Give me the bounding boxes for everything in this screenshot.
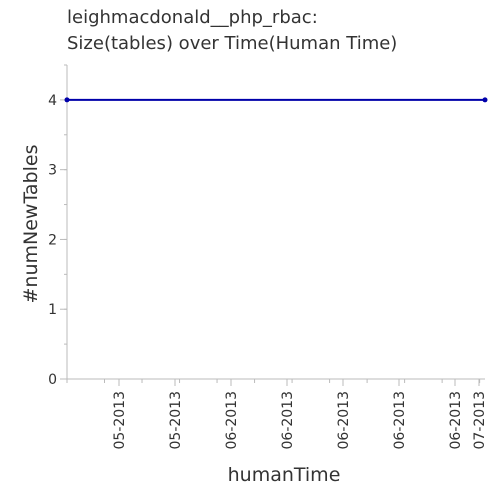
x-axis-label: humanTime bbox=[228, 464, 341, 486]
x-tick-label: 06-2013 bbox=[224, 391, 240, 450]
x-axis: 05-2013 05-2013 06-2013 06-2013 06-2013 06-20… bbox=[66, 378, 488, 450]
chart-title-line-1: leighmacdonald__php_rbac: bbox=[67, 7, 318, 28]
y-tick-label: 2 bbox=[48, 232, 57, 248]
chart-title-line-2: Size(tables) over Time(Human Time) bbox=[67, 33, 398, 54]
data-point bbox=[64, 97, 70, 103]
x-tick-label: 06-2013 bbox=[392, 391, 408, 450]
x-tick-label: 05-2013 bbox=[168, 391, 184, 450]
x-tick-label: 06-2013 bbox=[448, 391, 464, 450]
x-tick-label: 06-2013 bbox=[280, 391, 296, 450]
data-point bbox=[482, 97, 488, 103]
y-tick-label: 3 bbox=[48, 163, 57, 179]
y-tick-label: 4 bbox=[48, 93, 57, 109]
x-tick-label: 07-2013 bbox=[472, 391, 488, 450]
y-axis: 0 1 2 3 4 bbox=[48, 64, 68, 388]
x-tick-label: 05-2013 bbox=[112, 391, 128, 450]
y-tick-label: 0 bbox=[48, 372, 57, 388]
y-tick-label: 1 bbox=[48, 302, 57, 318]
series-group bbox=[64, 97, 488, 103]
x-tick-label: 06-2013 bbox=[336, 391, 352, 450]
y-axis-label: #numNewTables bbox=[20, 145, 42, 304]
